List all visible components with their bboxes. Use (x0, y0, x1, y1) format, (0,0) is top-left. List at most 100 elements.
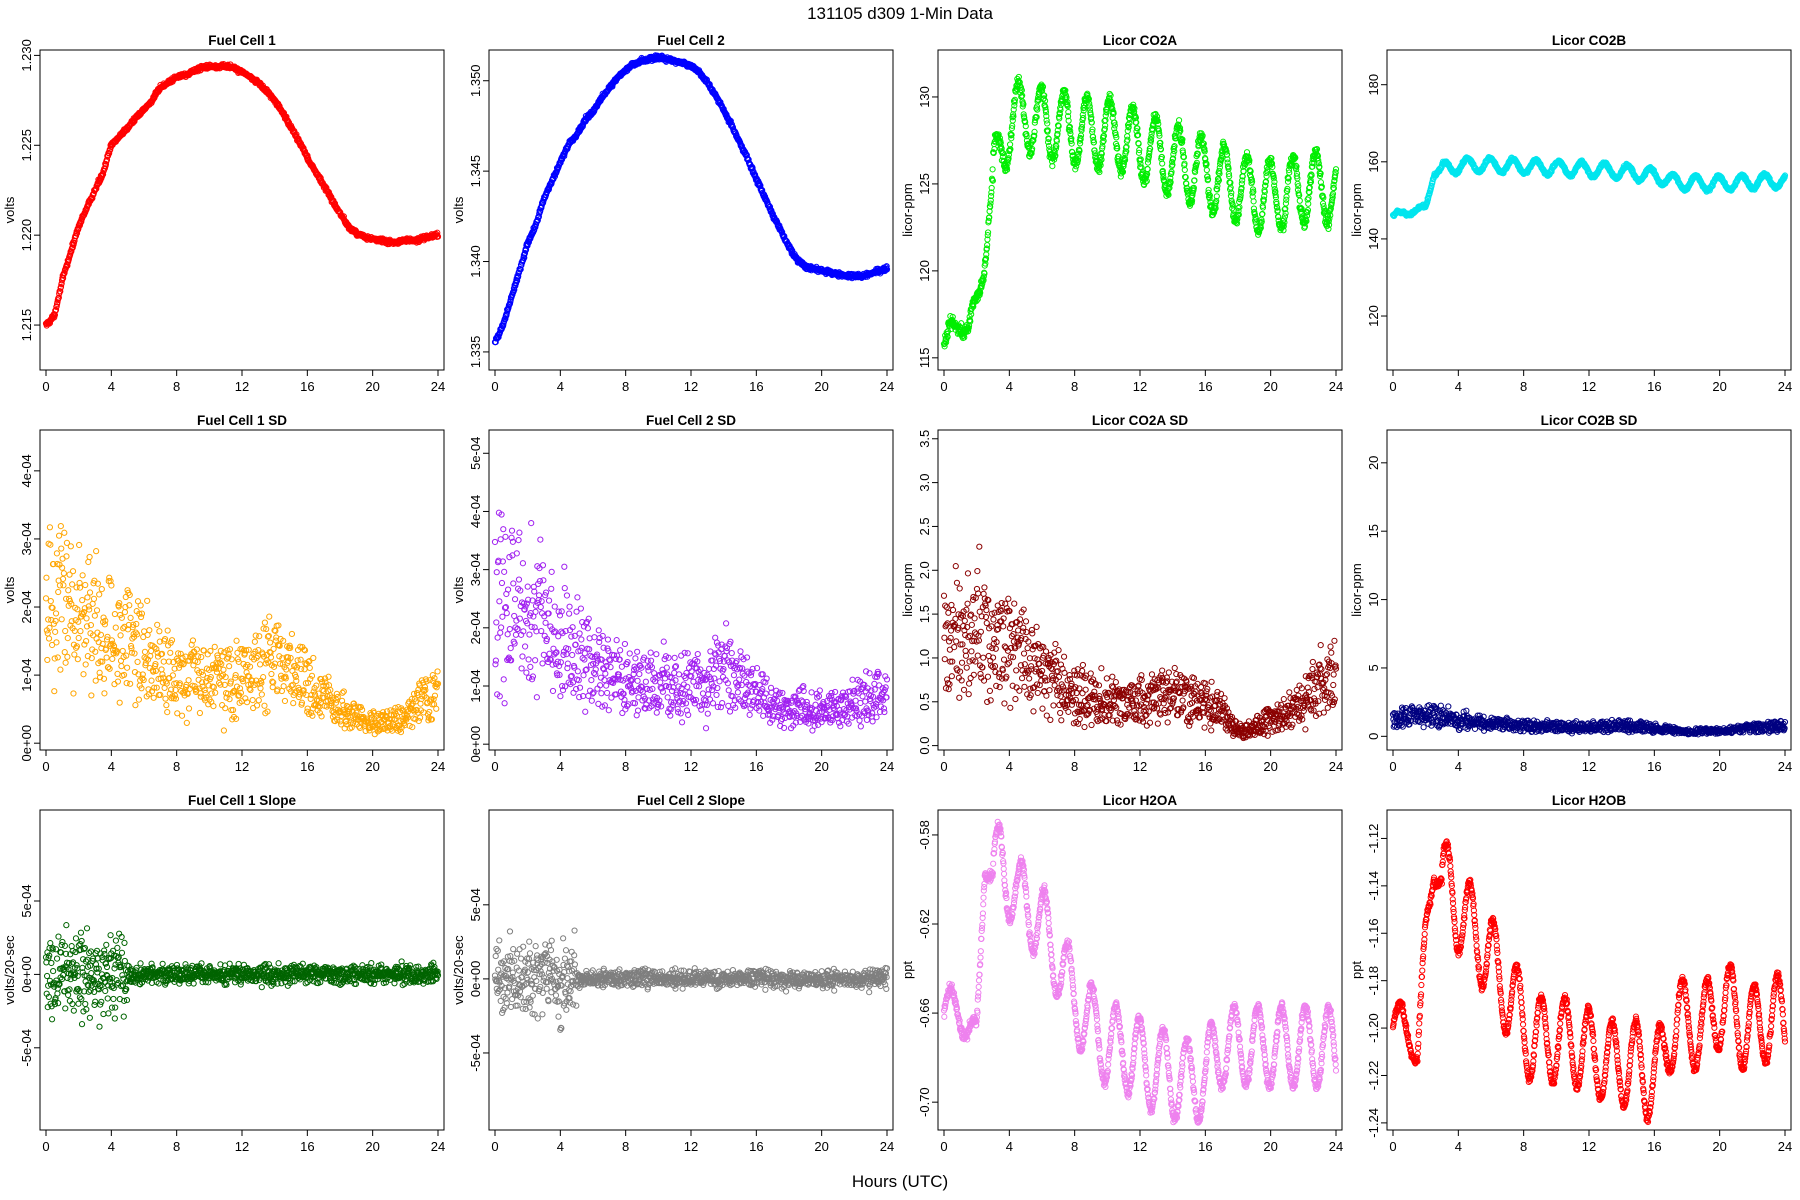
y-axis-label: licor-ppm (900, 183, 915, 236)
data-point (102, 161, 110, 168)
data-point (88, 692, 95, 699)
x-tick-label: 12 (235, 759, 249, 774)
data-point (86, 553, 93, 561)
x-tick-label: 4 (108, 379, 115, 394)
figure-title: 131105 d309 1-Min Data (807, 4, 993, 23)
y-axis-label: licor-ppm (1349, 183, 1364, 236)
data-point (61, 529, 68, 536)
data-point (82, 661, 89, 668)
data-point (84, 594, 91, 601)
plot-frame (937, 49, 1343, 371)
data-point (112, 624, 119, 631)
data-point (96, 591, 103, 598)
data-point (52, 628, 59, 635)
data-point (1271, 178, 1278, 185)
y-axis-label: volts (2, 576, 17, 603)
data-points (1389, 153, 1789, 220)
panel-title: Fuel Cell 1 SD (197, 413, 287, 428)
data-points (42, 60, 442, 329)
x-tick-label: 16 (1647, 379, 1661, 394)
data-point (51, 688, 58, 695)
x-tick-label: 20 (365, 759, 379, 774)
data-point (64, 635, 71, 642)
y-tick-label: 130 (917, 86, 932, 108)
data-point (65, 587, 72, 594)
y-tick-label: 1.215 (19, 309, 34, 342)
data-point (103, 156, 111, 163)
y-tick-label: 1.230 (19, 39, 34, 72)
data-point (62, 659, 69, 666)
y-tick-label: 1e-04 (19, 658, 34, 691)
x-tick-label: 16 (300, 379, 314, 394)
data-point (53, 303, 60, 310)
data-point (90, 595, 98, 602)
data-point (93, 548, 100, 555)
data-point (47, 598, 54, 605)
data-point (69, 568, 77, 575)
data-point (54, 654, 61, 661)
data-point (106, 574, 113, 581)
plot-frame (1386, 49, 1792, 371)
data-point (1305, 194, 1312, 202)
x-tick-label: 8 (622, 379, 629, 394)
x-tick-label: 24 (431, 379, 445, 394)
x-tick-label: 24 (1329, 379, 1343, 394)
x-tick-label: 16 (749, 379, 763, 394)
data-point (44, 630, 51, 637)
data-point (86, 589, 94, 596)
data-points (42, 523, 442, 738)
x-tick-label: 4 (1455, 379, 1462, 394)
data-point (58, 545, 65, 552)
x-tick-label: 20 (365, 379, 379, 394)
y-tick-label: 120 (1366, 305, 1381, 327)
data-point (52, 610, 60, 617)
y-tick-label: 1.220 (19, 219, 34, 252)
y-tick-label: 1.225 (19, 129, 34, 162)
y-axis-label: volts (2, 196, 17, 223)
data-point (57, 666, 64, 673)
data-point (47, 541, 54, 548)
data-point (79, 597, 86, 604)
data-point (93, 607, 101, 614)
y-tick-label: 1.340 (468, 245, 483, 278)
data-point (45, 635, 53, 642)
x-tick-label: 0 (1389, 379, 1396, 394)
panel-title: Licor CO2A (1103, 33, 1178, 48)
y-tick-label: 3e-04 (19, 522, 34, 555)
data-point (76, 541, 83, 549)
data-point (52, 306, 60, 314)
data-point (58, 616, 65, 623)
data-point (55, 588, 62, 596)
data-points (491, 52, 891, 346)
panel-title: Fuel Cell 2 (657, 33, 725, 48)
data-point (75, 634, 82, 642)
y-tick-label: 1.350 (468, 64, 483, 97)
data-point (1250, 198, 1257, 205)
data-point (85, 201, 92, 208)
data-point (1296, 197, 1303, 204)
data-point (1228, 189, 1235, 196)
data-points (940, 73, 1340, 350)
y-tick-label: 180 (1366, 74, 1381, 96)
y-tick-label: 120 (917, 260, 932, 282)
x-tick-label: 20 (1712, 379, 1726, 394)
x-tick-label: 20 (1263, 379, 1277, 394)
data-point (1203, 166, 1210, 174)
x-tick-label: 0 (42, 759, 49, 774)
data-point (96, 178, 103, 185)
data-point (68, 248, 75, 255)
data-point (989, 166, 996, 173)
data-point (98, 586, 105, 593)
data-point (46, 524, 54, 531)
data-point (63, 553, 70, 560)
x-tick-label: 12 (1133, 379, 1147, 394)
x-tick-label: 12 (684, 379, 698, 394)
data-point (57, 288, 64, 295)
data-point (64, 653, 71, 660)
